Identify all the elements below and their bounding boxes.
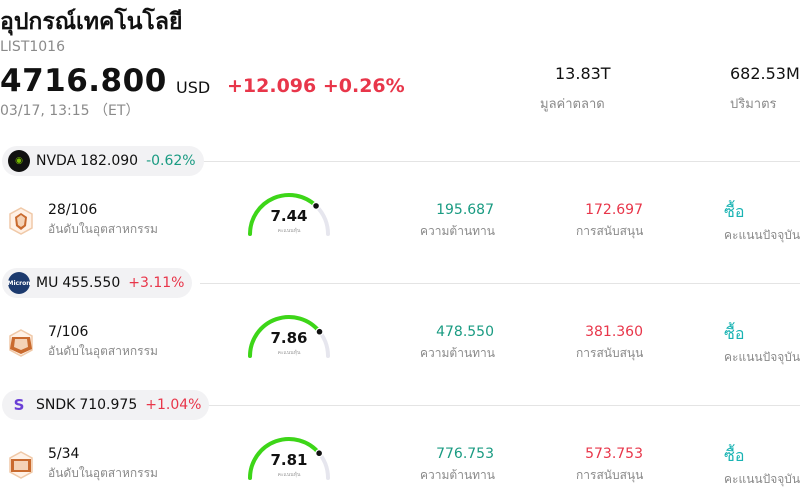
stock-score: 7.86 <box>270 329 308 347</box>
resistance-value: 478.550 <box>436 324 494 340</box>
rank-badge-icon <box>9 329 33 357</box>
industry-rank: 7/106 <box>48 324 89 340</box>
index-price: 4716.800 <box>0 63 167 99</box>
stock-price: 455.550 <box>62 275 121 291</box>
rank-badge-icon <box>9 207 33 235</box>
stock-score: 7.44 <box>270 207 308 225</box>
market-cap-label: มูลค่าตลาด <box>540 97 605 112</box>
support-label: การสนับสนุน <box>576 468 644 482</box>
stock-symbol: MU <box>36 275 59 291</box>
market-cap: 13.83T มูลค่าตลาด <box>540 64 611 114</box>
industry-rank-label: อันดับในอุตสาหกรรม <box>48 466 158 480</box>
rank-badge-icon <box>9 451 33 479</box>
industry-rank-label: อันดับในอุตสาหกรรม <box>48 344 158 358</box>
resistance-label: ความต้านทาน <box>420 224 495 238</box>
market-cap-value: 13.83T <box>555 64 611 83</box>
support-value: 172.697 <box>585 202 643 218</box>
rating-action[interactable]: ซื้อ <box>724 202 745 221</box>
rating-label: คะแนนปัจจุบัน <box>724 228 800 242</box>
page-title: อุปกรณ์เทคโนโลยี <box>0 9 183 35</box>
score-gauge <box>248 193 330 236</box>
divider <box>200 283 800 284</box>
stock-row-mu[interactable]: 7/106 อันดับในอุตสาหกรรม 7.86 คะแนนหุ้น … <box>0 312 800 382</box>
stock-price: 710.975 <box>79 397 138 413</box>
score-gauge <box>248 437 330 480</box>
resistance-value: 195.687 <box>436 202 494 218</box>
stock-score-label: คะแนนหุ้น <box>277 350 301 356</box>
support-label: การสนับสนุน <box>576 224 644 238</box>
currency-label: USD <box>176 78 211 97</box>
stock-score-label: คะแนนหุ้น <box>277 472 301 478</box>
score-gauge <box>248 315 330 358</box>
stock-change: +3.11% <box>128 275 185 291</box>
industry-rank-label: อันดับในอุตสาหกรรม <box>48 222 158 236</box>
industry-rank: 28/106 <box>48 202 98 218</box>
rating-action[interactable]: ซื้อ <box>724 446 745 465</box>
support-value: 381.360 <box>585 324 643 340</box>
resistance-label: ความต้านทาน <box>420 346 495 360</box>
stock-row-sndk[interactable]: 5/34 อันดับในอุตสาหกรรม 7.81 คะแนนหุ้น 7… <box>0 434 800 504</box>
stock-chip-sndk[interactable]: S SNDK 710.975 +1.04% <box>2 390 210 420</box>
index-change: +12.096 +0.26% <box>227 75 405 97</box>
timestamp: 03/17, 13:15 （ET） <box>0 103 140 119</box>
resistance-value: 776.753 <box>436 446 494 462</box>
list-code: LIST1016 <box>0 39 65 55</box>
resistance-label: ความต้านทาน <box>420 468 495 482</box>
divider <box>200 161 800 162</box>
stock-symbol: SNDK <box>36 397 76 413</box>
stock-price: 182.090 <box>80 153 139 169</box>
rating-action[interactable]: ซื้อ <box>724 324 745 343</box>
volume-label: ปริมาตร <box>730 97 777 112</box>
stock-change: +1.04% <box>145 397 202 413</box>
divider <box>200 405 800 406</box>
stock-score: 7.81 <box>270 451 308 469</box>
volume: 682.53M ปริมาตร <box>730 64 800 114</box>
industry-rank: 5/34 <box>48 446 80 462</box>
stock-row-nvda[interactable]: 28/106 อันดับในอุตสาหกรรม 7.44 คะแนนหุ้น… <box>0 190 800 260</box>
stock-chip-mu[interactable]: Micron MU 455.550 +3.11% <box>2 268 193 298</box>
nvidia-logo-icon: ◉ <box>8 150 30 172</box>
micron-logo-icon: Micron <box>8 272 30 294</box>
stock-score-label: คะแนนหุ้น <box>277 228 301 234</box>
volume-value: 682.53M <box>730 64 800 83</box>
support-label: การสนับสนุน <box>576 346 644 360</box>
stock-change: -0.62% <box>146 153 196 169</box>
stock-chip-nvda[interactable]: ◉ NVDA 182.090 -0.62% <box>2 146 204 176</box>
rating-label: คะแนนปัจจุบัน <box>724 350 800 364</box>
stock-symbol: NVDA <box>36 153 77 169</box>
rating-label: คะแนนปัจจุบัน <box>724 472 800 486</box>
support-value: 573.753 <box>585 446 643 462</box>
sandisk-logo-icon: S <box>13 396 25 414</box>
